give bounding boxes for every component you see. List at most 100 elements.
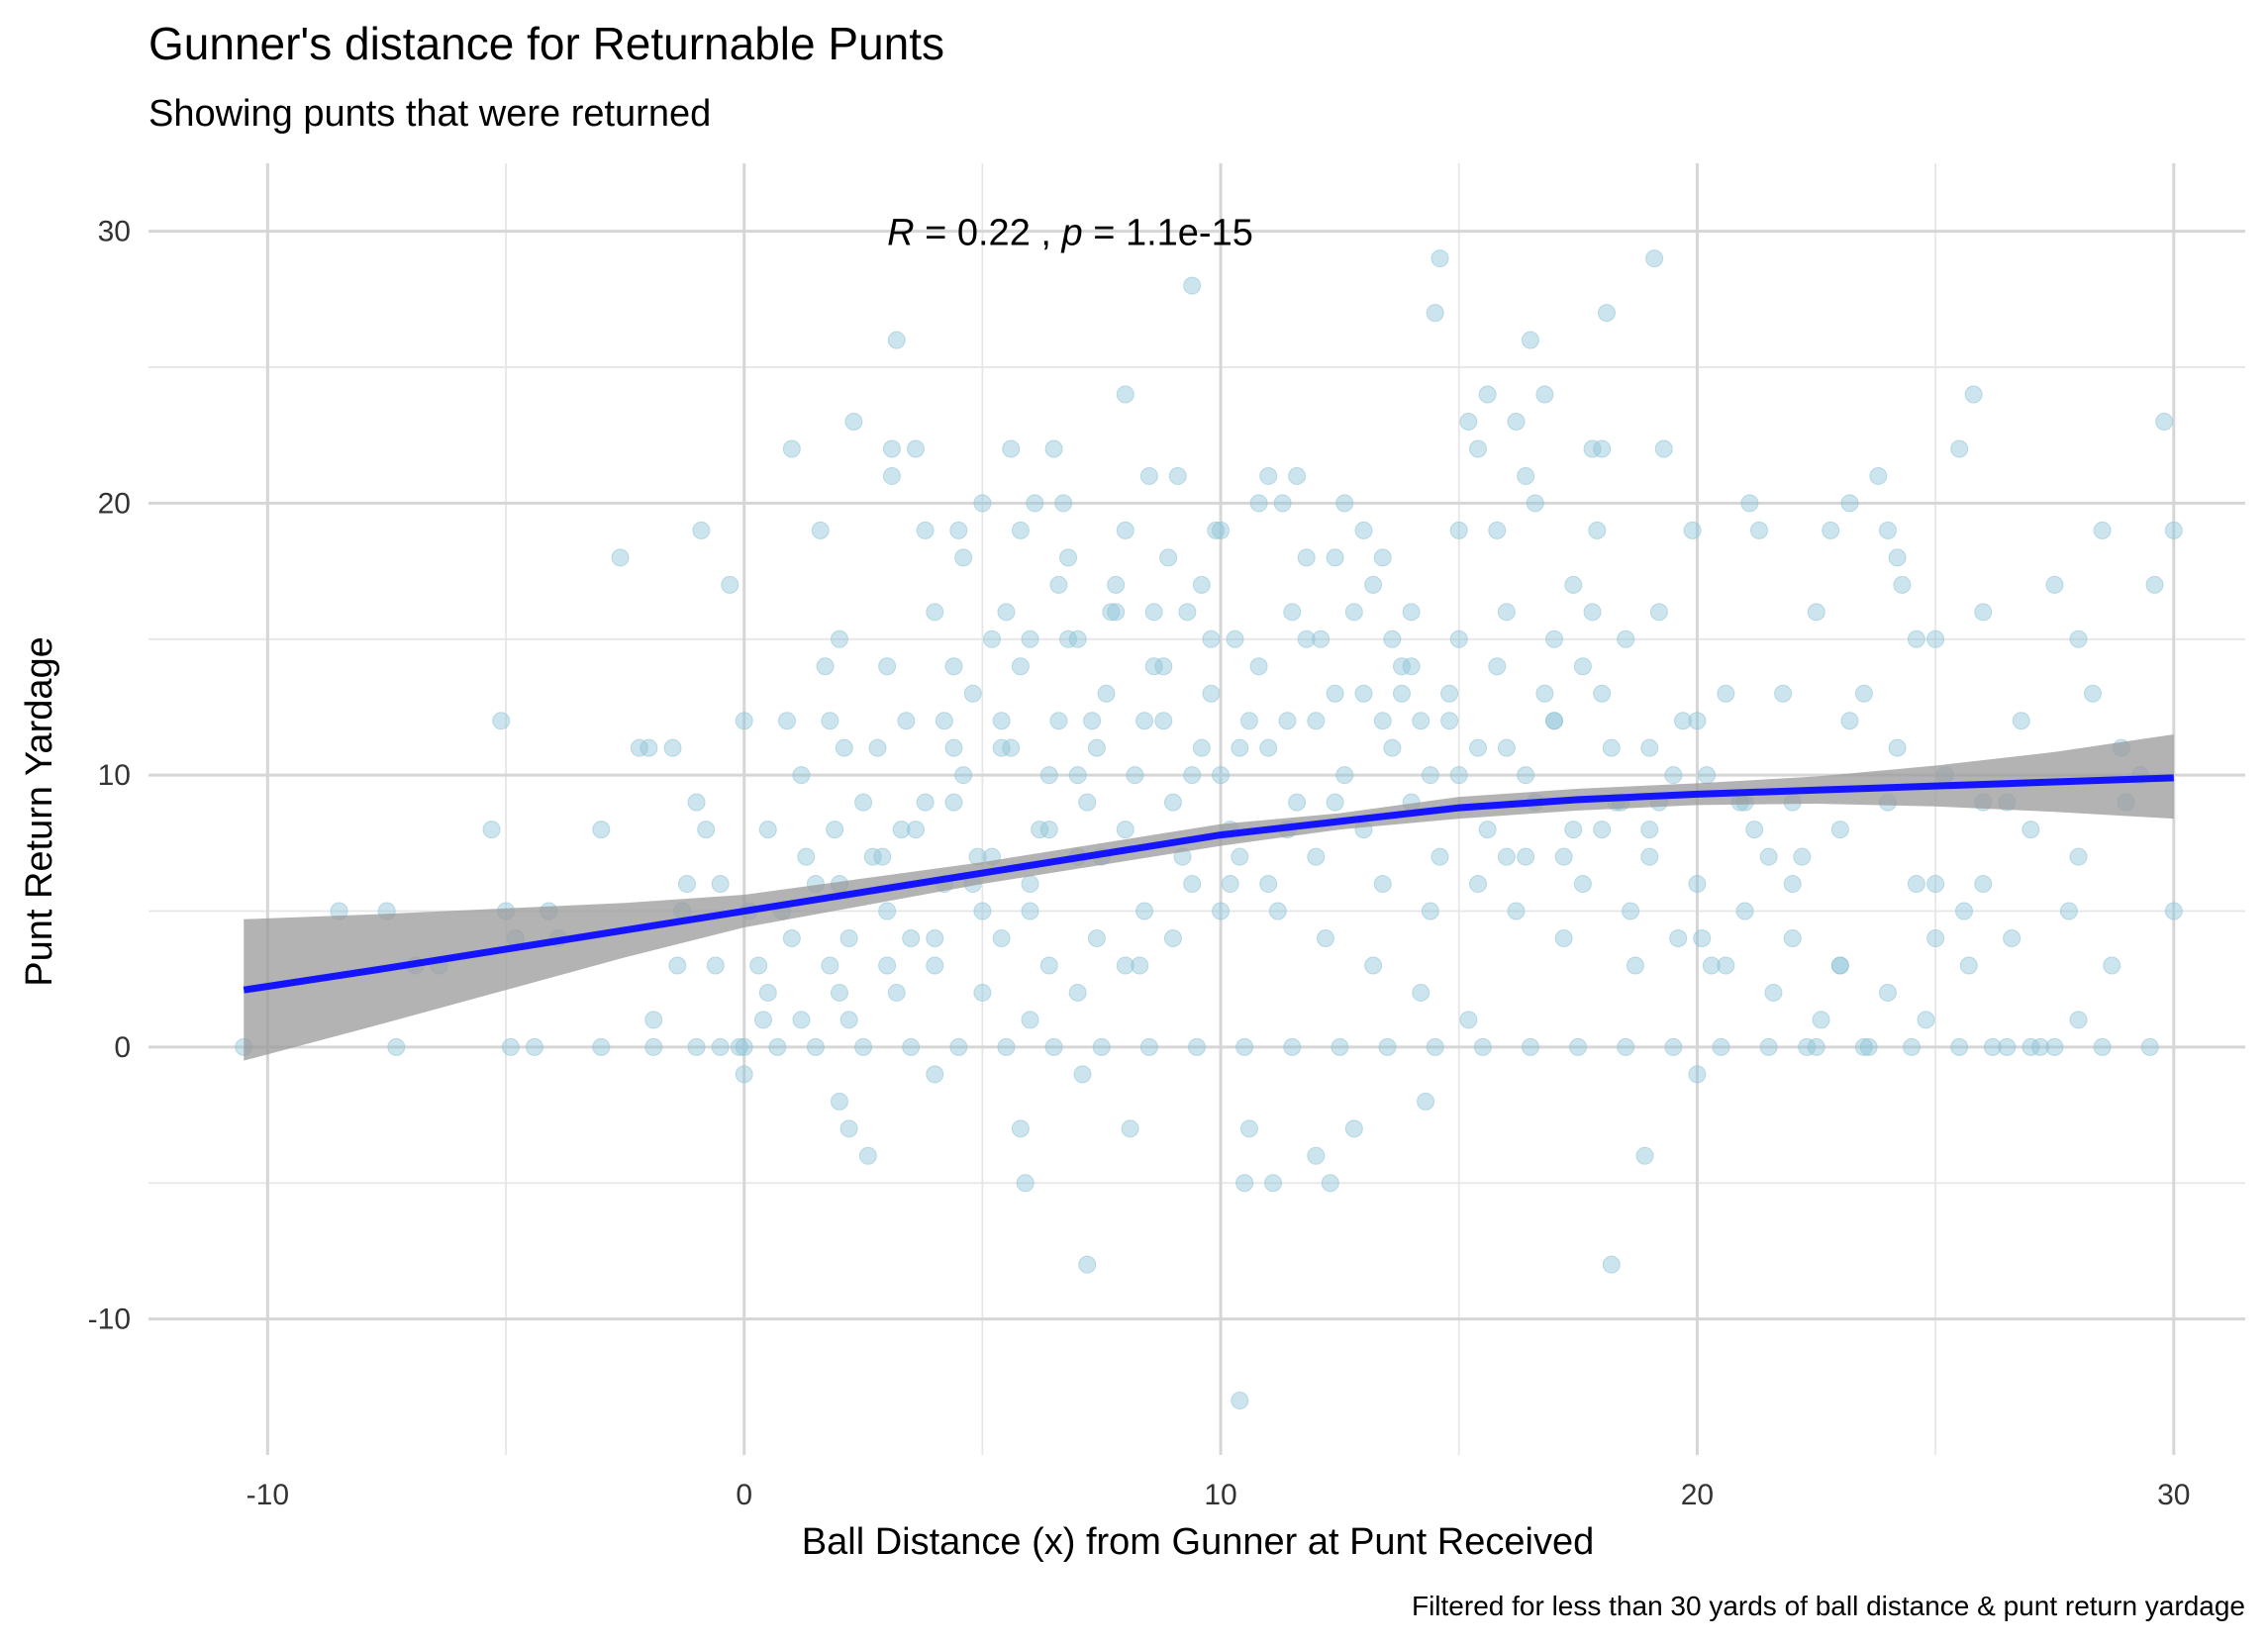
data-point xyxy=(1278,712,1297,730)
data-point xyxy=(797,847,816,866)
data-point xyxy=(854,793,873,812)
data-point xyxy=(1192,738,1211,757)
data-point xyxy=(835,738,853,757)
data-point xyxy=(916,793,935,812)
data-point xyxy=(992,929,1011,947)
data-point xyxy=(1440,684,1459,703)
data-point xyxy=(1793,847,1812,866)
data-point xyxy=(1144,603,1163,622)
x-axis-ticks: -10 0 10 20 30 xyxy=(247,1479,2191,1511)
data-point xyxy=(1402,657,1421,676)
data-point xyxy=(1011,1119,1030,1138)
data-point xyxy=(1473,1037,1492,1056)
x-tick-label: 10 xyxy=(1204,1479,1236,1511)
data-point xyxy=(1807,1037,1825,1056)
data-point xyxy=(1273,494,1292,513)
p-value: = 1.1e-15 xyxy=(1083,213,1253,254)
data-point xyxy=(792,766,811,785)
data-point xyxy=(482,821,501,839)
data-point xyxy=(892,821,911,839)
data-points xyxy=(235,249,2183,1410)
data-point xyxy=(1031,821,1049,839)
confidence-ribbon xyxy=(244,733,2174,1061)
data-point xyxy=(1183,875,1202,894)
data-point xyxy=(1907,875,1925,894)
data-point xyxy=(2069,1011,2088,1029)
data-point xyxy=(878,902,897,920)
data-point xyxy=(1068,629,1087,648)
data-point xyxy=(1107,575,1126,594)
chart-caption: Filtered for less than 30 yards of ball … xyxy=(1412,1591,2245,1621)
data-point xyxy=(1822,521,1840,539)
data-point xyxy=(782,929,801,947)
data-point xyxy=(1888,738,1907,757)
data-point xyxy=(1288,466,1307,485)
data-point xyxy=(1068,766,1087,785)
data-point xyxy=(1812,1011,1830,1029)
data-point xyxy=(1011,657,1030,676)
data-point xyxy=(1517,766,1535,785)
data-point xyxy=(2045,575,2064,594)
data-point xyxy=(1307,847,1326,866)
data-point xyxy=(1016,1174,1035,1193)
data-point xyxy=(1249,494,1268,513)
data-point xyxy=(944,738,963,757)
data-point xyxy=(949,521,968,539)
data-point xyxy=(630,738,648,757)
data-point xyxy=(2012,712,2030,730)
data-point xyxy=(1517,847,1535,866)
y-tick-label: 0 xyxy=(114,1031,131,1064)
data-point xyxy=(1783,929,1802,947)
data-point xyxy=(1083,712,1102,730)
data-point xyxy=(753,1011,772,1029)
data-point xyxy=(1059,548,1078,567)
data-point xyxy=(906,439,925,458)
data-point xyxy=(1640,847,1659,866)
data-point xyxy=(1430,847,1449,866)
data-point xyxy=(1774,684,1793,703)
data-point xyxy=(1212,521,1231,539)
data-point xyxy=(1545,712,1564,730)
data-point xyxy=(1307,712,1326,730)
data-point xyxy=(830,629,848,648)
data-point xyxy=(1735,902,1754,920)
data-point xyxy=(1440,712,1459,730)
data-point xyxy=(1717,956,1735,975)
data-point xyxy=(2045,1037,2064,1056)
data-point xyxy=(1259,466,1278,485)
data-point xyxy=(1383,738,1402,757)
data-point xyxy=(858,1146,877,1165)
data-point xyxy=(2164,902,2183,920)
y-tick-label: -10 xyxy=(88,1304,131,1336)
data-point xyxy=(1664,766,1683,785)
data-point xyxy=(1888,548,1907,567)
data-point xyxy=(1449,629,1468,648)
data-point xyxy=(1044,1037,1063,1056)
data-point xyxy=(1645,249,1664,268)
x-tick-label: -10 xyxy=(247,1479,289,1511)
data-point xyxy=(1917,1011,1935,1029)
data-point xyxy=(1545,629,1564,648)
data-point xyxy=(1974,603,1993,622)
data-point xyxy=(1893,575,1912,594)
data-point xyxy=(592,821,611,839)
data-point xyxy=(1364,575,1383,594)
data-point xyxy=(1488,657,1507,676)
x-tick-label: 30 xyxy=(2157,1479,2190,1511)
data-point xyxy=(2145,575,2164,594)
data-point xyxy=(1488,521,1507,539)
data-point xyxy=(1183,766,1202,785)
data-point xyxy=(1021,902,1039,920)
data-point xyxy=(758,983,777,1002)
data-point xyxy=(1364,956,1383,975)
data-point xyxy=(1926,929,1945,947)
data-point xyxy=(2093,1037,2112,1056)
data-point xyxy=(1459,413,1478,431)
data-point xyxy=(1673,712,1692,730)
data-point xyxy=(826,821,844,839)
data-point xyxy=(492,712,511,730)
data-point xyxy=(882,466,901,485)
chart-subtitle: Showing punts that were returned xyxy=(148,93,711,135)
data-point xyxy=(692,521,711,539)
